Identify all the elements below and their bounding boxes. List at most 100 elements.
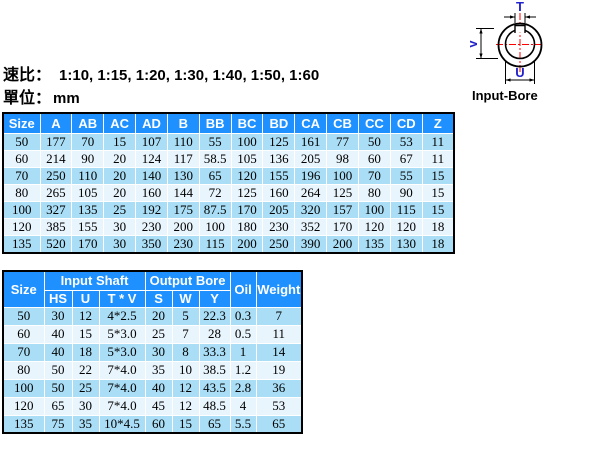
dimension-table-cell: 130 [389, 234, 423, 253]
shaft-table-cell: 5.5 [229, 414, 257, 434]
shaft-table-cell: 7*4.0 [98, 396, 146, 416]
shaft-table-cell: 15 [171, 414, 200, 434]
shaft-table-row: 60 40 15 5*3.0 25 7 28 0.5 11 [2, 324, 303, 344]
shaft-table-cell: 0.5 [229, 324, 257, 344]
shaft-table-cell: 7 [171, 324, 200, 344]
dimension-table-cell: 520 [39, 234, 73, 253]
dim-label-T: T [516, 0, 524, 14]
shaft-table-row: 135 75 35 10*4.5 60 15 65 5.5 65 [2, 414, 303, 434]
shaft-table-cell: 5*3.0 [98, 324, 146, 344]
dimension-table-cell: 135 [2, 234, 41, 253]
shaft-table-cell: 11 [255, 324, 303, 344]
shaft-table-cell: 15 [71, 324, 100, 344]
dimension-table-row: 50 177 70 15 107 110 55 100 125 161 77 50 53 11 [2, 132, 455, 151]
dimension-table-cell: 125 [230, 183, 264, 202]
dimension-table-cell: 170 [71, 234, 105, 253]
shaft-table-cell: 8 [171, 342, 200, 362]
dimension-table-cell: 192 [135, 200, 168, 219]
dimension-table-cell: 250 [262, 234, 296, 253]
shaft-table-output-bore-header: Output Bore [144, 270, 231, 291]
dimension-table-cell: 70 [357, 166, 391, 185]
shaft-table-cell: 5 [171, 306, 200, 326]
dimension-table-cell: 15 [103, 132, 137, 151]
shaft-table-cell: 35 [144, 360, 173, 380]
dimension-table-row: 100 327 135 25 192 175 87.5 170 205 320 157 100 115 1… [2, 200, 455, 219]
dimension-table-cell: 230 [262, 217, 296, 236]
shaft-table-cell: 53 [255, 396, 303, 416]
dimension-table-cell: 120 [357, 217, 391, 236]
shaft-table-cell: 40 [144, 378, 173, 398]
dimension-table-column-header: AB [71, 112, 105, 134]
centerlines-icon [496, 13, 544, 72]
dimension-table-cell: 110 [71, 166, 105, 185]
dimension-table-cell: 115 [198, 234, 232, 253]
dimension-table-cell: 125 [262, 132, 296, 151]
shaft-table-cell: 36 [255, 378, 303, 398]
shaft-table-cell: 80 [2, 360, 45, 380]
dimension-table-cell: 100 [357, 200, 391, 219]
shaft-table-cell: 40 [43, 324, 73, 344]
shaft-table-cell: 43.5 [198, 378, 231, 398]
dimension-table-cell: 230 [166, 234, 200, 253]
shaft-table-cell: 12 [171, 378, 200, 398]
dimension-table-cell: 157 [326, 200, 359, 219]
dimension-table-cell: 205 [262, 200, 296, 219]
shaft-table-cell: 1 [229, 342, 257, 362]
shaft-table-cell: 40 [43, 342, 73, 362]
dimension-table-cell: 100 [2, 200, 41, 219]
dimension-table-cell: 155 [262, 166, 296, 185]
dimension-table-cell: 72 [198, 183, 232, 202]
dimension-table: Size A AB AC AD B BB BC BD CA CB CC CD Z 50 177 70 15 107… [2, 112, 455, 254]
dimension-table-column-header: AD [135, 112, 168, 134]
dimension-table-cell: 55 [198, 132, 232, 151]
shaft-table-cell: 60 [2, 324, 45, 344]
dimension-table-cell: 117 [166, 149, 200, 168]
dimension-table-cell: 120 [389, 217, 423, 236]
dimension-table-column-header: CD [389, 112, 423, 134]
shaft-table-cell: 12 [71, 306, 100, 326]
dimension-table-cell: 177 [39, 132, 73, 151]
dimension-table-cell: 180 [230, 217, 264, 236]
dimension-table-cell: 25 [103, 200, 137, 219]
shaft-table-cell: 35 [71, 414, 100, 434]
dimension-table-cell: 160 [262, 183, 296, 202]
shaft-table-size-header: Size [2, 270, 45, 308]
shaft-table-cell: 50 [43, 378, 73, 398]
dimension-table-cell: 264 [294, 183, 328, 202]
shaft-table-group-header-row: Size Input Shaft Output Bore Oil Weight [2, 270, 303, 308]
shaft-table-sub-header: U [71, 289, 100, 308]
dimension-table-cell: 55 [389, 166, 423, 185]
shaft-table-sub-header: T * V [98, 289, 146, 308]
dimension-table-cell: 136 [262, 149, 296, 168]
dimension-table-cell: 58.5 [198, 149, 232, 168]
speed-ratio-line: 速比： 1:10, 1:15, 1:20, 1:30, 1:40, 1:50, 1… [3, 61, 319, 85]
dimension-table-cell: 115 [389, 200, 423, 219]
shaft-table-cell: 10*4.5 [98, 414, 146, 434]
dimension-table-cell: 230 [135, 217, 168, 236]
shaft-table-cell: 33.3 [198, 342, 231, 362]
shaft-table-sub-header: W [171, 289, 200, 308]
diagram-caption: Input-Bore [472, 88, 538, 103]
dimension-table-column-header: A [39, 112, 73, 134]
dimension-table-cell: 20 [103, 149, 137, 168]
dimension-table-column-header: CA [294, 112, 328, 134]
shaft-table-cell: 30 [43, 306, 73, 326]
dimension-table-cell: 20 [103, 183, 137, 202]
dimension-table-cell: 15 [421, 183, 455, 202]
dimension-table-cell: 90 [71, 149, 105, 168]
dimension-table-cell: 30 [103, 217, 137, 236]
shaft-table-row: 80 50 22 7*4.0 35 10 38.5 1.2 19 [2, 360, 303, 380]
shaft-table-cell: 65 [255, 414, 303, 434]
dimension-table-cell: 110 [166, 132, 200, 151]
shaft-table-sub-header: Y [198, 289, 231, 308]
dimension-table-cell: 160 [135, 183, 168, 202]
dimension-table-header-row: Size A AB AC AD B BB BC BD CA CB CC CD Z [2, 112, 455, 134]
dimension-table-cell: 105 [230, 149, 264, 168]
shaft-table-cell: 7*4.0 [98, 360, 146, 380]
dimension-table-cell: 390 [294, 234, 328, 253]
shaft-table-sub-header: HS [43, 289, 73, 308]
unit-line: 單位： mm [3, 84, 80, 108]
dimension-table-column-header: CC [357, 112, 391, 134]
shaft-table-row: 120 65 30 7*4.0 45 12 48.5 4 53 [2, 396, 303, 416]
